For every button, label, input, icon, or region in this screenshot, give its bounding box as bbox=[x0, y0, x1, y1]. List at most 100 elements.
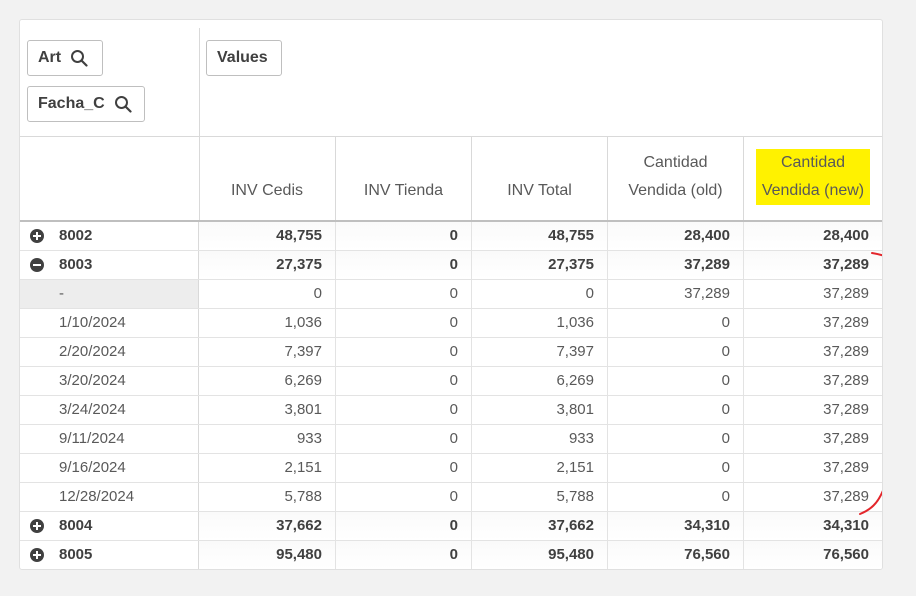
value-cell: 5,788 bbox=[199, 483, 336, 511]
value-cell: 0 bbox=[608, 309, 744, 337]
fecha-dimension-button[interactable]: Facha_C bbox=[27, 86, 145, 122]
fecha-dimension-label: Facha_C bbox=[38, 95, 105, 112]
row-dimension-label: 3/20/2024 bbox=[59, 372, 126, 389]
value-cell: 2,151 bbox=[472, 454, 608, 482]
search-icon[interactable] bbox=[114, 95, 132, 113]
table-row: 8004 37,662 0 37,662 34,310 34,310 bbox=[20, 512, 882, 541]
value-cell: 3,801 bbox=[472, 396, 608, 424]
row-dimension-label: 3/24/2024 bbox=[59, 401, 126, 418]
column-header-inv-total[interactable]: INV Total bbox=[472, 137, 608, 221]
value-cell: 1,036 bbox=[199, 309, 336, 337]
value-cell: 37,289 bbox=[823, 285, 869, 302]
value-cell: 95,480 bbox=[472, 541, 608, 569]
row-dimension-cell: 3/20/2024 bbox=[20, 367, 199, 395]
value-cell: 0 bbox=[336, 483, 472, 511]
value-cell: 7,397 bbox=[472, 338, 608, 366]
table-row: 8003 27,375 0 27,375 37,289 37,289 bbox=[20, 251, 882, 280]
expand-plus-icon[interactable] bbox=[30, 519, 44, 533]
column-header-label-highlighted: Cantidad Vendida (new) bbox=[756, 149, 870, 205]
row-dimension-label: 9/16/2024 bbox=[59, 459, 126, 476]
value-cell: 0 bbox=[472, 280, 608, 308]
row-dimension-label: 8002 bbox=[59, 227, 93, 244]
table-row: 1/10/2024 1,036 0 1,036 0 37,289 bbox=[20, 309, 882, 338]
row-dimension-cell[interactable]: 8004 bbox=[20, 512, 199, 540]
row-dimension-cell[interactable]: 8002 bbox=[20, 222, 199, 250]
column-header-row: INV Cedis INV Tienda INV Total Cantidad … bbox=[20, 136, 882, 221]
value-cell: 37,289 bbox=[823, 372, 869, 389]
value-cell: 27,375 bbox=[472, 251, 608, 279]
value-cell: 48,755 bbox=[472, 222, 608, 250]
pivot-table-panel: Art Facha_C Values INV Cedis INV Tienda … bbox=[19, 19, 883, 570]
value-cell: 95,480 bbox=[199, 541, 336, 569]
values-button[interactable]: Values bbox=[206, 40, 282, 76]
value-cell: 37,289 bbox=[823, 459, 869, 476]
value-cell: 933 bbox=[199, 425, 336, 453]
row-dimension-label: 1/10/2024 bbox=[59, 314, 126, 331]
value-cell: 0 bbox=[336, 512, 472, 540]
column-header-label: INV Tienda bbox=[363, 182, 444, 199]
value-cell: 3,801 bbox=[199, 396, 336, 424]
value-cell: 0 bbox=[608, 396, 744, 424]
search-icon[interactable] bbox=[70, 49, 88, 67]
row-dimension-cell: 1/10/2024 bbox=[20, 309, 199, 337]
value-cell: 1,036 bbox=[472, 309, 608, 337]
value-cell: 7,397 bbox=[199, 338, 336, 366]
row-dimension-cell: 9/11/2024 bbox=[20, 425, 199, 453]
value-cell: 0 bbox=[336, 367, 472, 395]
table-row: 3/24/2024 3,801 0 3,801 0 37,289 bbox=[20, 396, 882, 425]
value-cell: 0 bbox=[336, 338, 472, 366]
value-cell: 28,400 bbox=[744, 222, 882, 250]
value-cell: 37,289 bbox=[608, 251, 744, 279]
table-row: 12/28/2024 5,788 0 5,788 0 37,289 bbox=[20, 483, 882, 512]
row-dimension-cell[interactable]: 8003 bbox=[20, 251, 199, 279]
value-cell: 76,560 bbox=[608, 541, 744, 569]
value-cell: 0 bbox=[608, 425, 744, 453]
column-header-inv-cedis[interactable]: INV Cedis bbox=[199, 137, 336, 221]
value-cell: 0 bbox=[199, 280, 336, 308]
column-header-cantidad-old[interactable]: Cantidad Vendida (old) bbox=[608, 137, 744, 221]
row-dimension-cell: 2/20/2024 bbox=[20, 338, 199, 366]
row-dimension-cell: - bbox=[20, 280, 199, 308]
value-cell: 34,310 bbox=[744, 512, 882, 540]
value-cell: 0 bbox=[608, 338, 744, 366]
value-cell: 34,310 bbox=[608, 512, 744, 540]
value-cell: 48,755 bbox=[199, 222, 336, 250]
value-cell: 37,289 bbox=[744, 251, 882, 279]
column-header-label: Cantidad Vendida (old) bbox=[628, 154, 723, 199]
column-header-label: INV Total bbox=[507, 182, 572, 199]
value-cell: 37,662 bbox=[199, 512, 336, 540]
value-cell: 0 bbox=[608, 454, 744, 482]
row-dimension-label: 8005 bbox=[59, 546, 93, 563]
column-header-cantidad-new[interactable]: Cantidad Vendida (new) bbox=[744, 137, 882, 221]
header-divider bbox=[20, 220, 882, 222]
value-cell: 5,788 bbox=[472, 483, 608, 511]
value-cell: 0 bbox=[336, 222, 472, 250]
value-cell: 0 bbox=[336, 541, 472, 569]
expand-plus-icon[interactable] bbox=[30, 229, 44, 243]
row-dimension-label: 9/11/2024 bbox=[59, 430, 125, 447]
column-header-inv-tienda[interactable]: INV Tienda bbox=[336, 137, 472, 221]
value-cell: 2,151 bbox=[199, 454, 336, 482]
row-dimension-cell[interactable]: 8005 bbox=[20, 541, 199, 569]
value-cell: 37,289 bbox=[823, 401, 869, 418]
column-header-label: INV Cedis bbox=[230, 182, 304, 199]
value-cell: 0 bbox=[336, 425, 472, 453]
art-dimension-label: Art bbox=[38, 49, 62, 66]
column-dimensions-area: Values bbox=[199, 28, 882, 136]
row-dimension-label: - bbox=[59, 285, 64, 302]
table-row: 8002 48,755 0 48,755 28,400 28,400 bbox=[20, 222, 882, 251]
row-dimension-label: 8004 bbox=[59, 517, 93, 534]
values-label: Values bbox=[217, 49, 268, 66]
row-dimension-cell: 9/16/2024 bbox=[20, 454, 199, 482]
table-row: 9/11/2024 933 0 933 0 37,289 bbox=[20, 425, 882, 454]
value-cell: 0 bbox=[336, 251, 472, 279]
value-cell: 37,289 bbox=[823, 430, 869, 447]
value-cell: 28,400 bbox=[608, 222, 744, 250]
value-cell: 0 bbox=[336, 309, 472, 337]
row-dimension-label: 2/20/2024 bbox=[59, 343, 126, 360]
art-dimension-button[interactable]: Art bbox=[27, 40, 103, 76]
row-dimension-label: 8003 bbox=[59, 256, 93, 273]
expand-plus-icon[interactable] bbox=[30, 548, 44, 562]
value-cell: 0 bbox=[608, 483, 744, 511]
collapse-minus-icon[interactable] bbox=[30, 258, 44, 272]
